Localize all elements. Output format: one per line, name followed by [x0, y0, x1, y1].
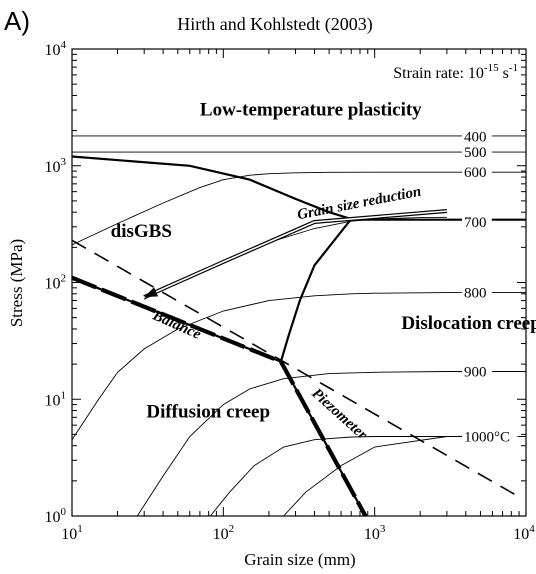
- panel-label: A): [4, 6, 30, 36]
- isotherm-label: 900: [464, 364, 487, 380]
- x-axis-label: Grain size (mm): [244, 550, 355, 569]
- isotherm-line-600: [71, 171, 526, 246]
- isotherm-label-bg: [462, 128, 492, 144]
- chart-title: Hirth and Kohlstedt (2003): [177, 14, 372, 35]
- x-tick-label: 104: [513, 523, 535, 543]
- isotherm-line-1000: [209, 436, 526, 517]
- isotherm-label: 700: [464, 215, 487, 231]
- isotherm-label-bg: [462, 284, 492, 300]
- isotherm-label: 800: [464, 286, 487, 302]
- y-tick-label: 101: [45, 389, 67, 409]
- isotherm-label-bg: [462, 164, 492, 180]
- isotherm-label: 500: [464, 145, 487, 161]
- region-label: Low-temperature plasticity: [200, 99, 422, 120]
- grain-size-reduction-arrowhead: [144, 287, 159, 298]
- mechanism-boundary-1: [71, 155, 352, 221]
- isotherm-label-bg: [462, 213, 492, 229]
- isotherm-label: 600: [464, 165, 487, 181]
- isotherm-label: 400: [464, 130, 487, 146]
- plot-area: Low-temperature plasticity disGBS Dislocat…: [71, 99, 536, 518]
- isotherm-label-bg: [462, 428, 518, 444]
- region-label: disGBS: [111, 221, 172, 242]
- annotation-label: Piezometer: [308, 386, 370, 444]
- piezometer-line: [279, 360, 368, 518]
- grain-size-reduction-arrow-inner: [143, 210, 447, 298]
- x-tick-label: 103: [364, 523, 386, 543]
- y-axis-label: Stress (MPa): [7, 239, 26, 327]
- isotherm-label-bg: [462, 363, 492, 379]
- isotherm-line-900: [136, 371, 526, 517]
- region-label: Dislocation creep: [401, 313, 536, 334]
- dashed-reference-line: [71, 239, 523, 500]
- isotherm-line-1100: [283, 436, 447, 517]
- grain-size-reduction-arrow-outer: [143, 209, 448, 299]
- y-tick-label: 100: [45, 506, 67, 526]
- y-tick-label: 104: [45, 39, 67, 59]
- y-tick-label: 103: [45, 156, 67, 176]
- balance-line: [71, 275, 282, 364]
- region-label: Diffusion creep: [146, 401, 270, 422]
- strain-rate-label: Strain rate: 10-15 s-1: [393, 62, 518, 82]
- x-tick-label: 101: [61, 523, 83, 543]
- isotherm-label: 1000°C: [464, 429, 510, 445]
- isotherm-line-800: [71, 292, 526, 440]
- isotherm-label-bg: [462, 144, 492, 160]
- y-tick-label: 102: [45, 273, 67, 293]
- mechanism-boundary-3: [279, 218, 353, 362]
- annotation-label: Balance: [149, 307, 203, 343]
- x-tick-label: 102: [213, 523, 235, 543]
